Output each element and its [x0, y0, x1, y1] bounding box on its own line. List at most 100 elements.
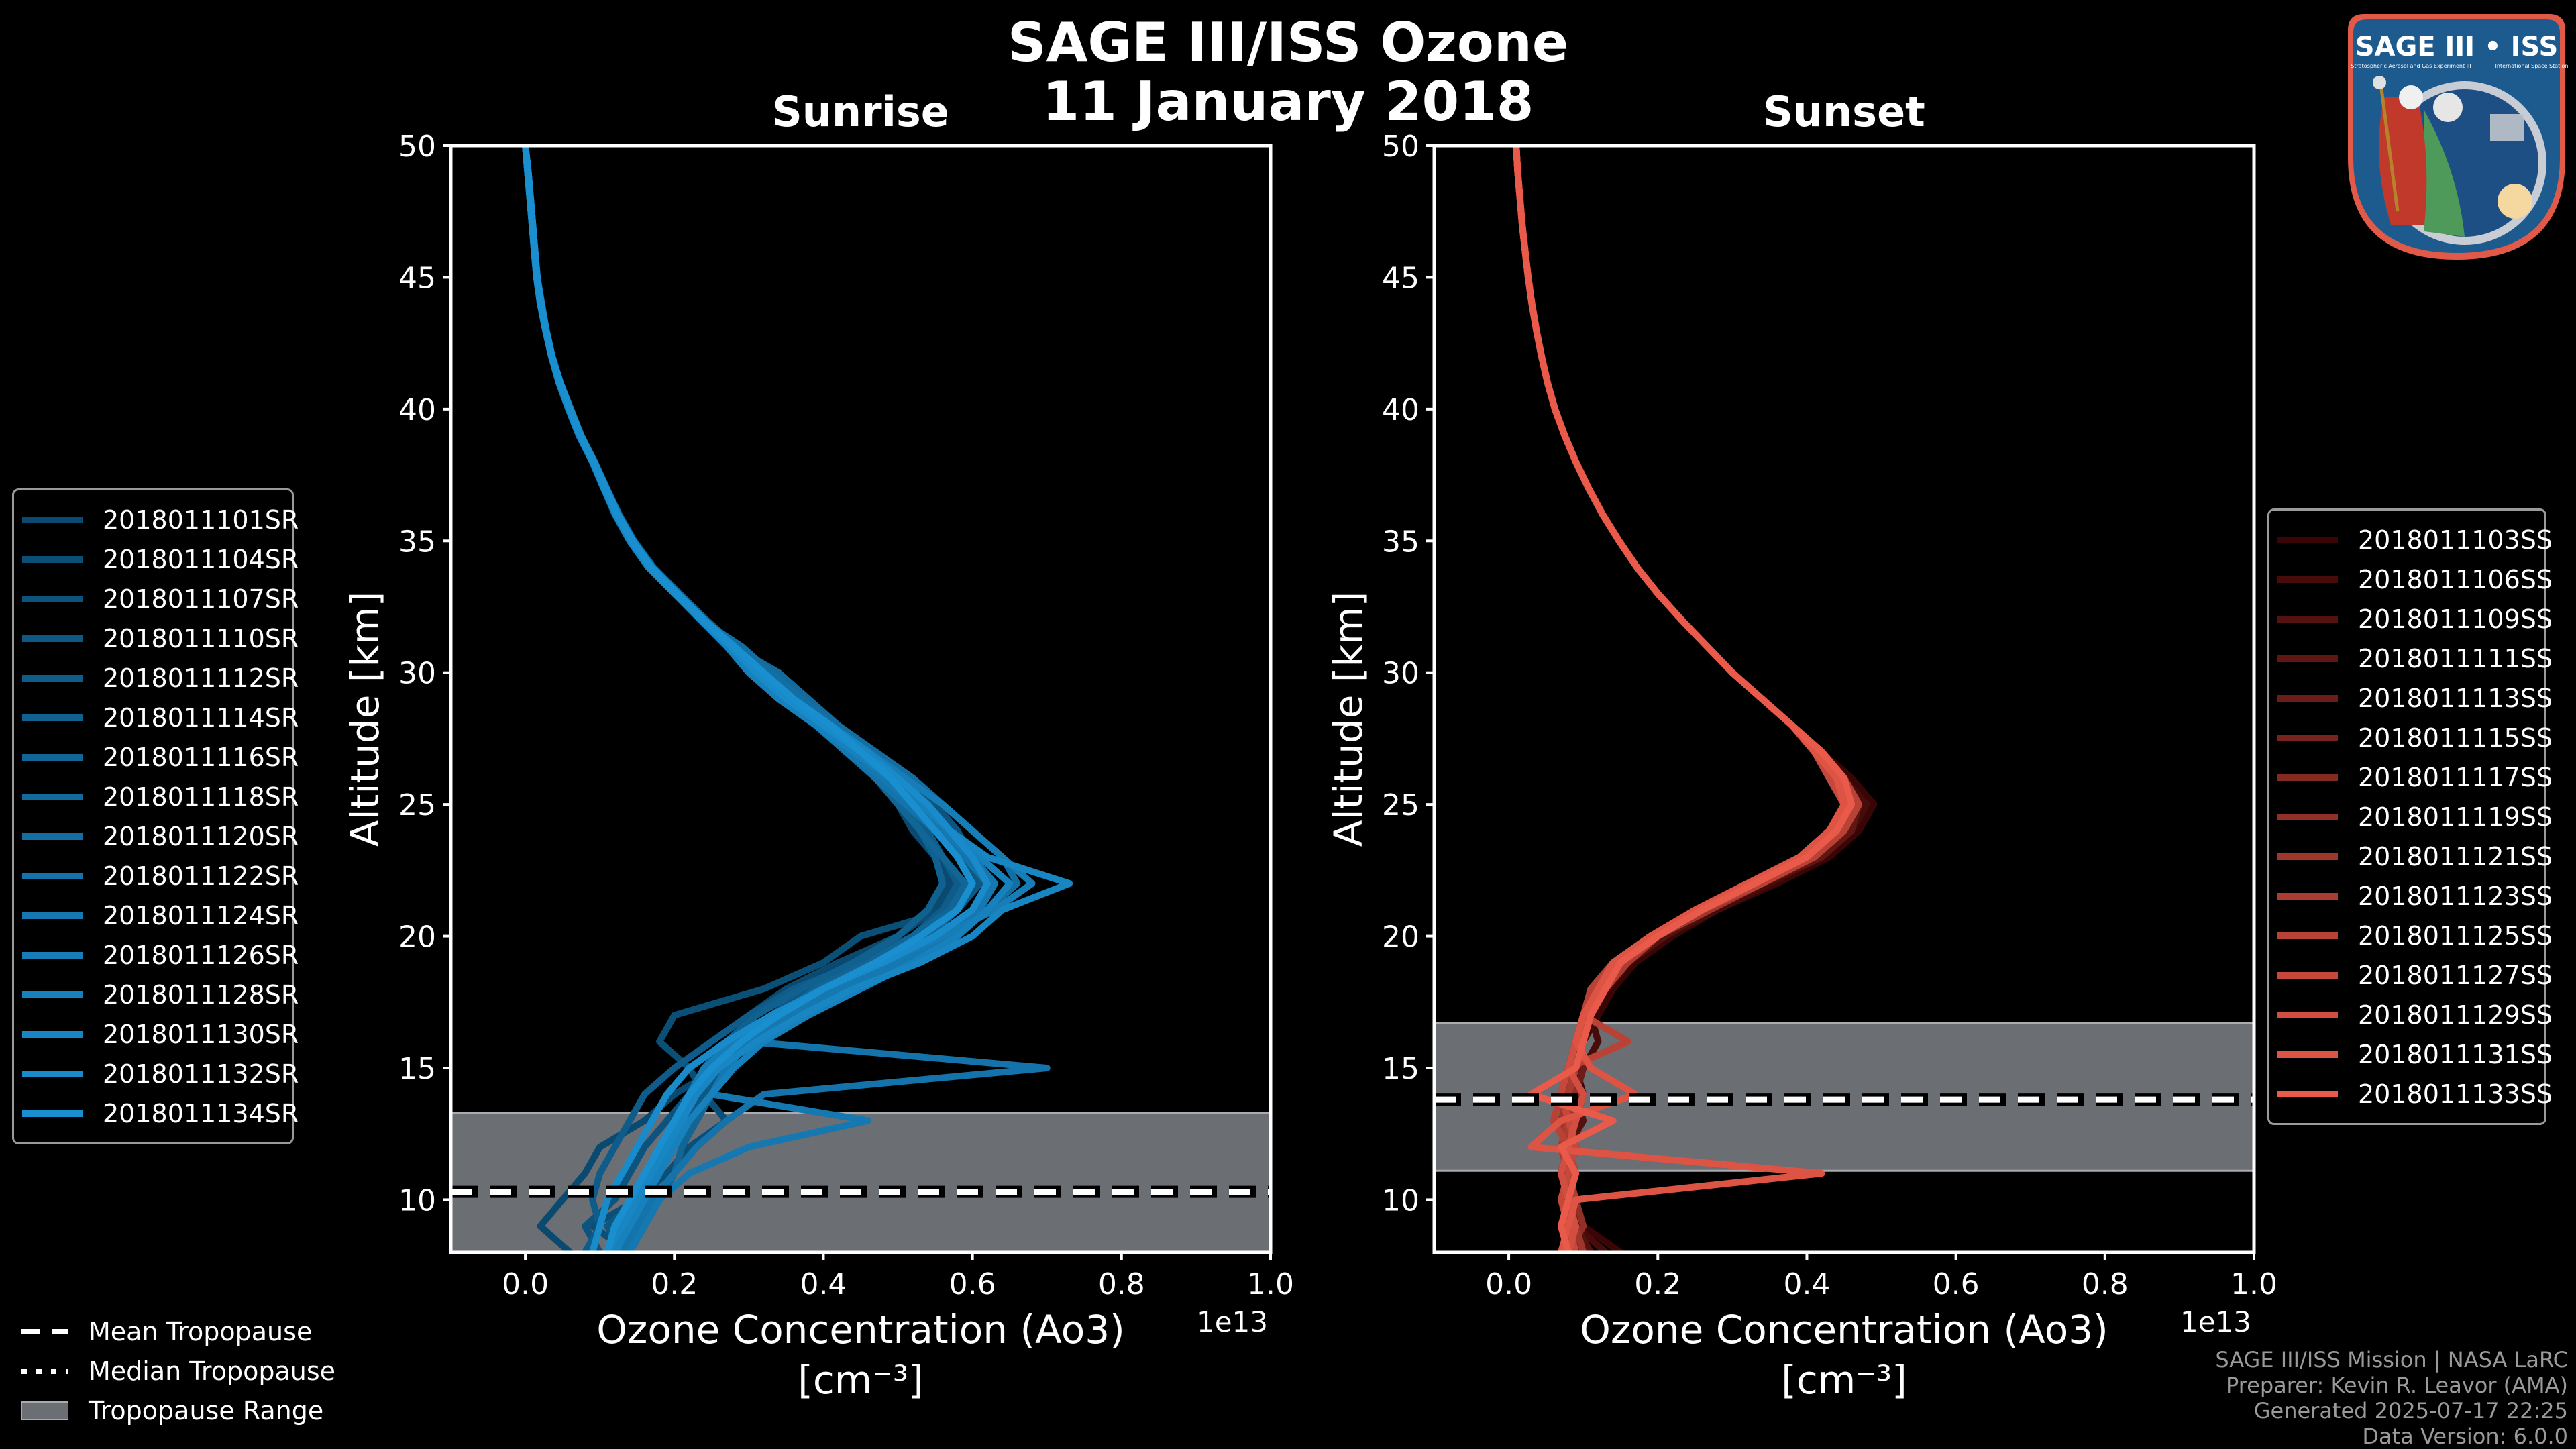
y-tick-label: 35 [1382, 525, 1419, 559]
legend-label: 2018011101SR [103, 504, 299, 535]
credits-footer: SAGE III/ISS Mission | NASA LaRC Prepare… [2215, 1347, 2568, 1449]
x-tick-label: 0.6 [1933, 1267, 1980, 1301]
legend-item: 2018011101SR [22, 500, 299, 539]
legend-swatch [22, 1110, 83, 1117]
legend-item: 2018011121SS [2277, 837, 2553, 876]
axes-frame [1432, 144, 2256, 1254]
profile-line-2018011110SR [522, 146, 983, 1252]
legend-item: 2018011114SR [22, 698, 299, 737]
figure-title: SAGE III/ISS Ozone 11 January 2018 [0, 13, 2576, 131]
x-axis-label: Ozone Concentration (Ao3) [1580, 1307, 2108, 1352]
legend-swatch [22, 595, 83, 602]
legend-label: 2018011110SR [103, 623, 299, 653]
x-axis-offset-label: 1e13 [1197, 1305, 1268, 1338]
legend-swatch [2277, 655, 2338, 662]
x-axis-label: Ozone Concentration (Ao3) [596, 1307, 1125, 1352]
svg-text:SAGE III • ISS: SAGE III • ISS [2355, 32, 2559, 62]
y-tick-label: 45 [398, 261, 436, 295]
profile-line-2018011124SR [522, 146, 998, 1252]
legend-label: 2018011127SS [2358, 960, 2553, 990]
y-tick-label: 40 [398, 393, 436, 427]
y-tick-label: 30 [398, 657, 436, 691]
legend-item: 2018011130SR [22, 1014, 299, 1054]
legend-swatch [22, 793, 83, 800]
legend-label: 2018011106SS [2358, 564, 2553, 594]
y-axis-label: Altitude [km] [1326, 592, 1371, 847]
sunrise-subplot-title: Sunrise [772, 87, 949, 136]
legend-swatch [2277, 971, 2338, 979]
legend-item: 2018011133SS [2277, 1074, 2553, 1114]
legend-label: 2018011129SS [2358, 1000, 2553, 1030]
legend-swatch [22, 991, 83, 998]
svg-text:Stratospheric Aerosol and Gas: Stratospheric Aerosol and Gas Experiment… [2351, 63, 2471, 69]
legend-swatch [22, 872, 83, 879]
y-tick-label: 20 [1382, 920, 1419, 955]
legend-item-mean-tropopause: Mean Tropopause [20, 1311, 335, 1351]
legend-swatch [2277, 615, 2338, 623]
profile-line-2018011101SR [522, 146, 954, 1252]
sunrise-legend: 2018011101SR 2018011104SR 2018011107SR 2018… [12, 488, 299, 1144]
tropopause-legend: Mean Tropopause Median Tropopause Tropop… [20, 1311, 335, 1430]
figure-title-line1: SAGE III/ISS Ozone [1007, 11, 1569, 74]
legend-item: 2018011112SR [22, 658, 299, 698]
legend-swatch [2277, 853, 2338, 860]
legend-label: 2018011122SR [103, 861, 299, 891]
y-tick-label: 25 [1382, 788, 1419, 822]
axes-frame [449, 144, 1273, 1254]
credit-data-version: Data Version: 6.0.0 [2362, 1424, 2568, 1449]
legend-label: 2018011111SS [2358, 643, 2553, 674]
profile-line-2018011112SR [522, 146, 961, 1252]
x-tick-label: 0.8 [2082, 1267, 2129, 1301]
legend-item: 2018011110SR [22, 619, 299, 658]
x-tick-label: 0.0 [502, 1267, 549, 1301]
svg-text:International Space Station: International Space Station [2496, 63, 2569, 69]
legend-label: 2018011112SR [103, 663, 299, 693]
legend-label: 2018011120SR [103, 821, 299, 851]
sage-iii-iss-mission-patch-icon: SAGE III • ISS Stratospheric Aerosol and… [2348, 14, 2569, 260]
profile-line-2018011120SR [522, 146, 1021, 1252]
legend-label: 2018011104SR [103, 544, 299, 574]
legend-item: 2018011111SS [2277, 639, 2553, 678]
legend-swatch [2277, 892, 2338, 900]
legend-swatch [2277, 932, 2338, 939]
y-tick-label: 45 [1382, 261, 1419, 295]
legend-label: 2018011109SS [2358, 604, 2553, 634]
profile-line-2018011107SR [522, 146, 998, 1252]
legend-label: 2018011124SR [103, 900, 299, 930]
x-tick-label: 1.0 [1247, 1267, 1294, 1301]
legend-item: 2018011118SR [22, 777, 299, 816]
legend-swatch [22, 1070, 83, 1077]
legend-label: 2018011114SR [103, 702, 299, 733]
legend-label: 2018011107SR [103, 584, 299, 614]
legend-label: 2018011133SS [2358, 1079, 2553, 1109]
credit-generated: Generated 2025-07-17 22:25 [2253, 1398, 2568, 1424]
legend-item: 2018011126SR [22, 935, 299, 975]
legend-label: Median Tropopause [89, 1356, 335, 1386]
legend-item: 2018011119SS [2277, 797, 2553, 837]
x-tick-label: 0.8 [1098, 1267, 1145, 1301]
y-tick-label: 35 [398, 525, 436, 559]
legend-item: 2018011104SR [22, 539, 299, 579]
legend-swatch [2277, 536, 2338, 543]
y-tick-label: 40 [1382, 393, 1419, 427]
legend-item: 2018011115SS [2277, 718, 2553, 757]
legend-item: 2018011116SR [22, 737, 299, 777]
legend-item: 2018011109SS [2277, 599, 2553, 639]
legend-item: 2018011107SR [22, 579, 299, 619]
x-tick-label: 0.2 [651, 1267, 698, 1301]
sunset-subplot-title: Sunset [1763, 87, 1925, 136]
y-tick-label: 20 [398, 920, 436, 955]
y-tick-label: 15 [1382, 1052, 1419, 1086]
legend-item: 2018011131SS [2277, 1034, 2553, 1074]
legend-item: 2018011127SS [2277, 955, 2553, 995]
legend-item: 2018011128SR [22, 975, 299, 1014]
legend-swatch [22, 714, 83, 721]
x-axis-offset-label: 1e13 [2180, 1305, 2251, 1338]
legend-label: 2018011125SS [2358, 920, 2553, 951]
legend-swatch [2277, 1051, 2338, 1058]
legend-label: 2018011113SS [2358, 683, 2553, 713]
sunrise-panel: 10 15 20 25 30 35 40 45 50 0.0 0.2 0.4 0.6 0.8 1.0 1e13… [342, 129, 1294, 1403]
legend-swatch [22, 833, 83, 840]
legend-item: 2018011113SS [2277, 678, 2553, 718]
legend-item: 2018011124SR [22, 896, 299, 935]
